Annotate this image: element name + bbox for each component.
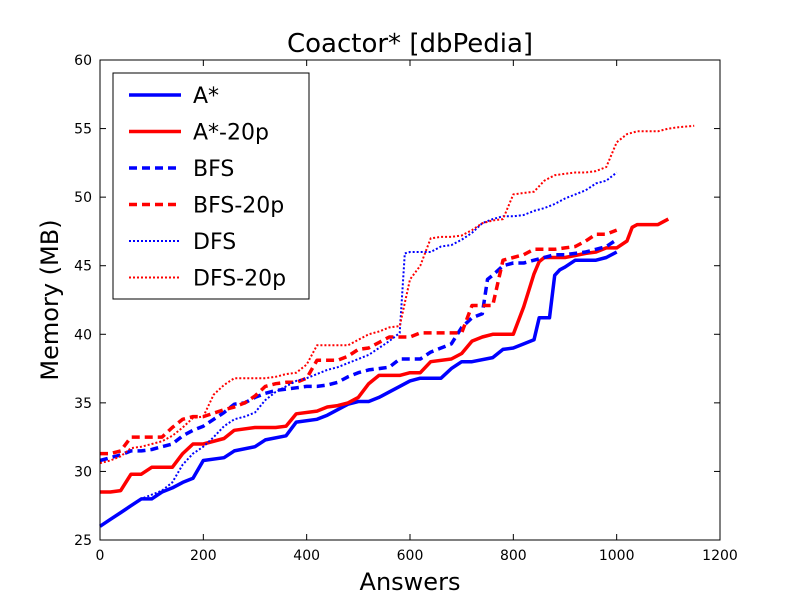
legend: A* A*-20p BFS BFS-20p DFS DFS-20p: [112, 72, 310, 300]
series-line-5: [99, 171, 618, 528]
x-tick-label: 1200: [702, 548, 738, 564]
x-axis-label: Answers: [360, 568, 461, 596]
y-tick-label: 50: [74, 190, 92, 206]
x-tick-label: 400: [293, 548, 320, 564]
x-tick-label: 800: [500, 548, 527, 564]
x-tick-label: 200: [190, 548, 217, 564]
x-tick-label: 1000: [599, 548, 635, 564]
legend-label: BFS: [193, 157, 234, 182]
x-tick-label: 600: [397, 548, 424, 564]
y-tick-label: 35: [74, 396, 92, 412]
legend-label: A*-20p: [193, 121, 269, 146]
legend-label: DFS: [193, 230, 236, 255]
y-tick-label: 60: [74, 53, 92, 69]
y-tick-label: 25: [74, 533, 92, 549]
axis-ticks: 0 200 400 600 800 1000 1200 25 30 35 40 45 50 55 60: [74, 53, 738, 564]
chart-title: Coactor* [dbPedia]: [287, 29, 533, 59]
y-tick-label: 55: [74, 122, 92, 138]
series-line-2: [100, 217, 670, 494]
legend-label: BFS-20p: [193, 194, 284, 219]
series-line-4: [100, 228, 618, 456]
series-line-3: [99, 238, 618, 463]
legend-label: DFS-20p: [193, 267, 286, 292]
y-axis-label: Memory (MB): [36, 219, 64, 380]
y-tick-label: 40: [74, 327, 92, 343]
legend-label: A*: [193, 84, 219, 109]
plot-area: [99, 124, 695, 528]
y-tick-label: 45: [74, 259, 92, 275]
x-tick-label: 0: [96, 548, 105, 564]
series-line-6: [99, 124, 695, 465]
series-line-1: [99, 250, 618, 528]
y-tick-label: 30: [74, 464, 92, 480]
legend-box: [112, 72, 310, 300]
